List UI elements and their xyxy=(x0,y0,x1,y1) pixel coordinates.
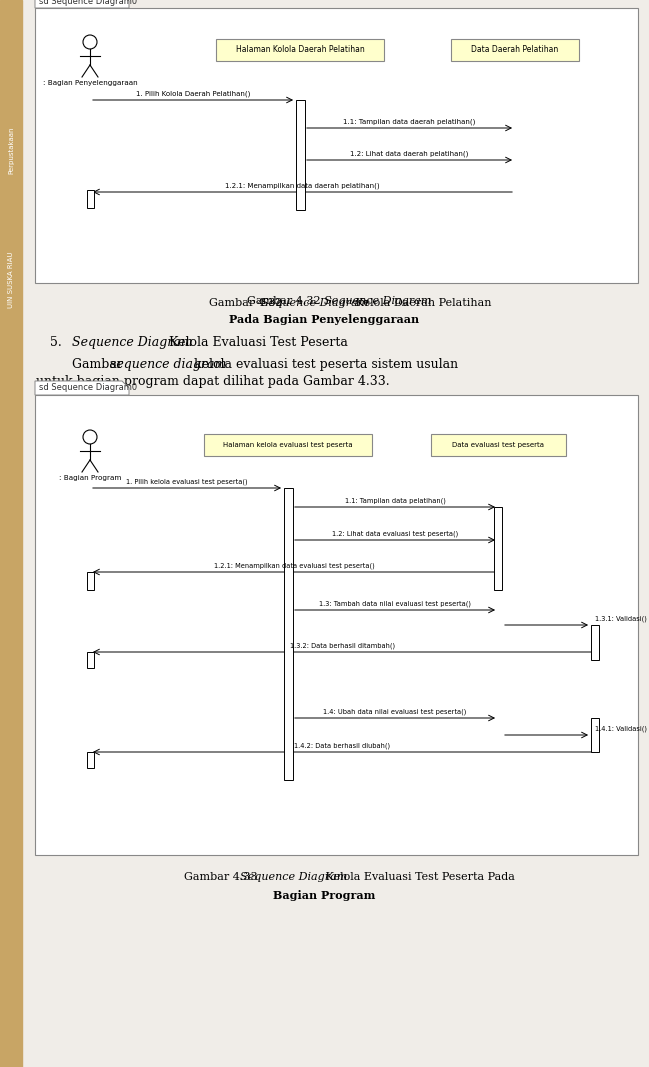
Bar xyxy=(35,7,638,283)
Text: Data evaluasi test peserta: Data evaluasi test peserta xyxy=(452,442,544,448)
Text: Kelola Daerah Pelatihan: Kelola Daerah Pelatihan xyxy=(352,298,491,308)
Text: 1.3: Tambah data nilai evaluasi test peserta(): 1.3: Tambah data nilai evaluasi test pes… xyxy=(319,601,471,607)
Text: UIN SUSKA RIAU: UIN SUSKA RIAU xyxy=(144,654,529,696)
Bar xyxy=(295,100,304,210)
Text: Pada Bagian Penyelenggaraan: Pada Bagian Penyelenggaraan xyxy=(230,314,419,325)
Text: Gambar 4.32: Gambar 4.32 xyxy=(209,298,286,308)
Text: Sequence Diagram: Sequence Diagram xyxy=(324,296,432,306)
Text: Sequence Diagram: Sequence Diagram xyxy=(72,336,193,349)
Text: Kelola Evaluasi Test Peserta Pada: Kelola Evaluasi Test Peserta Pada xyxy=(323,872,515,882)
Bar xyxy=(86,752,93,768)
Text: Halaman Kolola Daerah Pelatihan: Halaman Kolola Daerah Pelatihan xyxy=(236,46,364,54)
Bar xyxy=(451,39,579,61)
Bar xyxy=(430,434,565,456)
Bar xyxy=(494,507,502,590)
Bar xyxy=(35,395,638,855)
Text: 1.2: Lihat data evaluasi test peserta(): 1.2: Lihat data evaluasi test peserta() xyxy=(332,530,458,537)
Text: Gambar 4.32: Gambar 4.32 xyxy=(247,296,324,306)
Text: Sequence Diagram: Sequence Diagram xyxy=(241,872,348,882)
Text: Sequence Diagram: Sequence Diagram xyxy=(261,298,368,308)
Text: 1.2: Lihat data daerah pelatihan(): 1.2: Lihat data daerah pelatihan() xyxy=(350,150,469,157)
Text: : Bagian Program: : Bagian Program xyxy=(59,475,121,481)
Text: Bagian Program: Bagian Program xyxy=(273,890,376,901)
Text: sd Sequence Diagram0: sd Sequence Diagram0 xyxy=(39,383,137,393)
Text: Kelola Evaluasi Test Peserta: Kelola Evaluasi Test Peserta xyxy=(165,336,348,349)
Text: Perpustakaan: Perpustakaan xyxy=(8,126,14,174)
Text: 1.1: Tampilan data daerah pelatihan(): 1.1: Tampilan data daerah pelatihan() xyxy=(343,118,476,125)
Text: 1.2.1: Menampilkan data evaluasi test peserta(): 1.2.1: Menampilkan data evaluasi test pe… xyxy=(214,562,374,569)
Text: Gambar: Gambar xyxy=(72,359,127,371)
Text: Data Daerah Pelatihan: Data Daerah Pelatihan xyxy=(471,46,559,54)
Text: 1.3.1: Validasi(): 1.3.1: Validasi() xyxy=(595,616,647,622)
Text: UIN SUSKA RIAU: UIN SUSKA RIAU xyxy=(8,252,14,308)
Text: sd Sequence Diagram0: sd Sequence Diagram0 xyxy=(39,0,137,5)
Text: 1.4: Ubah data nilai evaluasi test peserta(): 1.4: Ubah data nilai evaluasi test peser… xyxy=(323,708,467,715)
Polygon shape xyxy=(35,381,129,395)
Bar xyxy=(86,652,93,668)
Bar xyxy=(204,434,372,456)
Text: 1.3.2: Data berhasil ditambah(): 1.3.2: Data berhasil ditambah() xyxy=(290,642,395,649)
Text: 1.4.1: Validasi(): 1.4.1: Validasi() xyxy=(595,726,647,732)
Text: 1. Pilih Kolola Daerah Pelatihan(): 1. Pilih Kolola Daerah Pelatihan() xyxy=(136,91,250,97)
Bar xyxy=(591,718,599,752)
Text: 5.: 5. xyxy=(50,336,62,349)
Bar xyxy=(0,0,22,1067)
Bar xyxy=(591,625,599,660)
Text: kelola evaluasi test peserta sistem usulan: kelola evaluasi test peserta sistem usul… xyxy=(190,359,458,371)
Bar xyxy=(86,190,93,208)
Text: Gambar 4.33: Gambar 4.33 xyxy=(184,872,262,882)
Text: 1. Pilih kelola evaluasi test peserta(): 1. Pilih kelola evaluasi test peserta() xyxy=(126,478,248,485)
Text: 1.4.2: Data berhasil diubah(): 1.4.2: Data berhasil diubah() xyxy=(295,743,391,749)
Bar xyxy=(216,39,384,61)
Text: : Bagian Penyelenggaraan: : Bagian Penyelenggaraan xyxy=(43,80,138,86)
Text: untuk bagian program dapat dilihat pada Gambar 4.33.: untuk bagian program dapat dilihat pada … xyxy=(36,375,389,388)
Polygon shape xyxy=(35,0,129,7)
Text: Halaman kelola evaluasi test peserta: Halaman kelola evaluasi test peserta xyxy=(223,442,353,448)
Bar xyxy=(86,572,93,590)
Text: Gambar 4.32 ––: Gambar 4.32 –– xyxy=(280,296,369,306)
Text: 1.1: Tampilan data pelatihan(): 1.1: Tampilan data pelatihan() xyxy=(345,497,445,504)
Bar xyxy=(284,488,293,780)
Text: 1.2.1: Menampilkan data daerah pelatihan(): 1.2.1: Menampilkan data daerah pelatihan… xyxy=(225,182,380,189)
Text: sequence diagram: sequence diagram xyxy=(110,359,227,371)
